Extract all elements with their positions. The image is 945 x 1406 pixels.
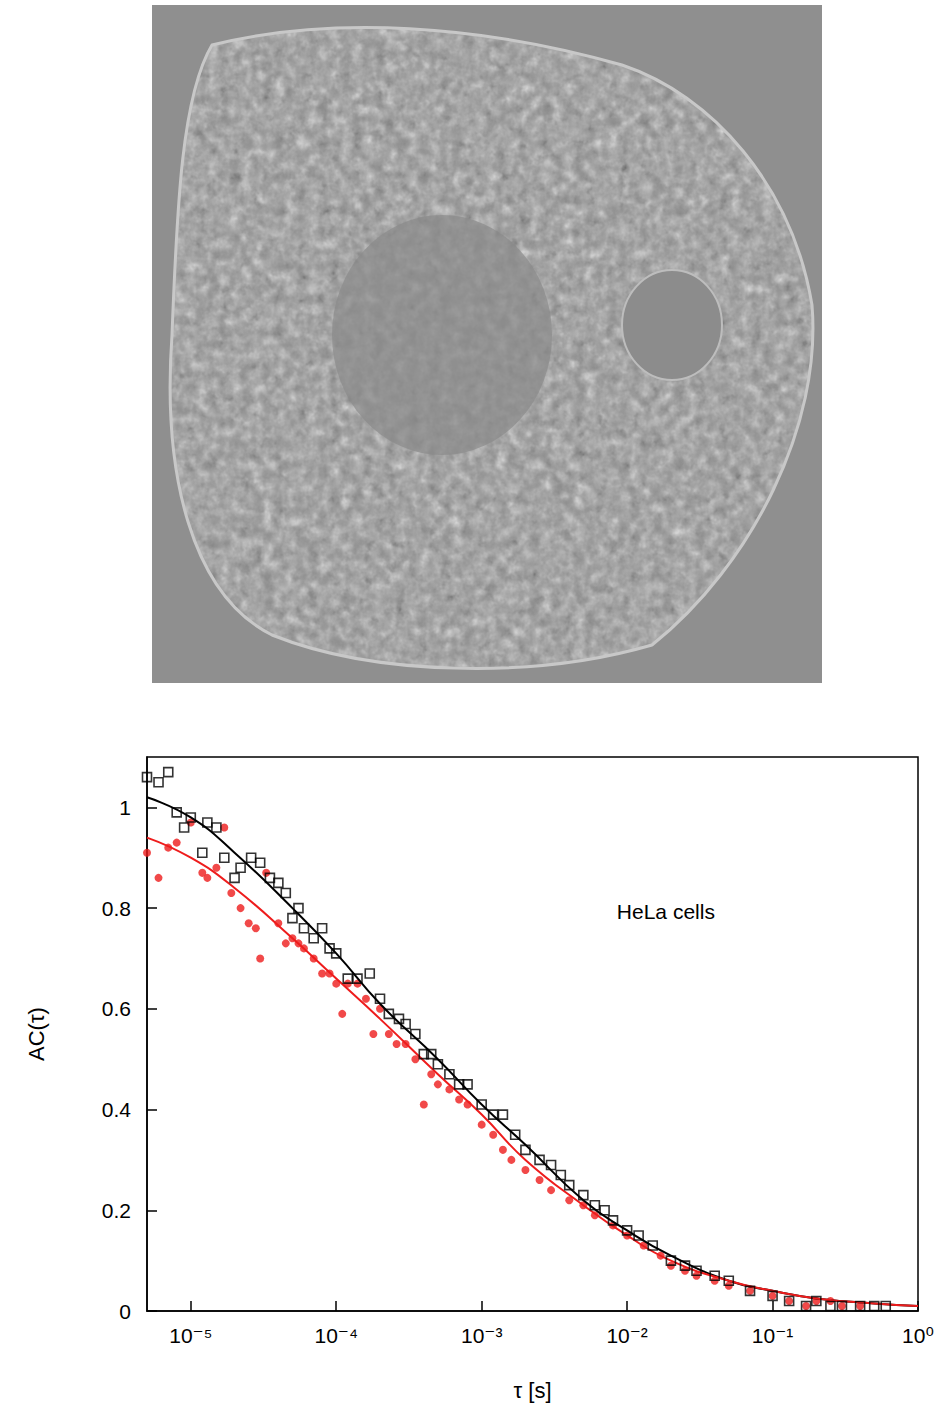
svg-text:10⁰: 10⁰ (902, 1324, 934, 1347)
svg-text:10⁻¹: 10⁻¹ (752, 1324, 793, 1347)
svg-text:τ [s]: τ [s] (513, 1378, 551, 1403)
svg-text:0: 0 (119, 1300, 131, 1323)
svg-text:10⁻³: 10⁻³ (461, 1324, 502, 1347)
svg-text:1: 1 (119, 796, 131, 819)
svg-text:0.2: 0.2 (102, 1199, 131, 1222)
svg-text:0.8: 0.8 (102, 897, 131, 920)
svg-text:10⁻⁵: 10⁻⁵ (169, 1324, 212, 1347)
svg-text:0.6: 0.6 (102, 997, 131, 1020)
svg-text:0.4: 0.4 (102, 1098, 132, 1121)
svg-text:AC(τ): AC(τ) (24, 1007, 49, 1061)
svg-text:10⁻²: 10⁻² (606, 1324, 647, 1347)
svg-text:HeLa cells: HeLa cells (617, 900, 715, 923)
svg-text:10⁻⁴: 10⁻⁴ (314, 1324, 357, 1347)
